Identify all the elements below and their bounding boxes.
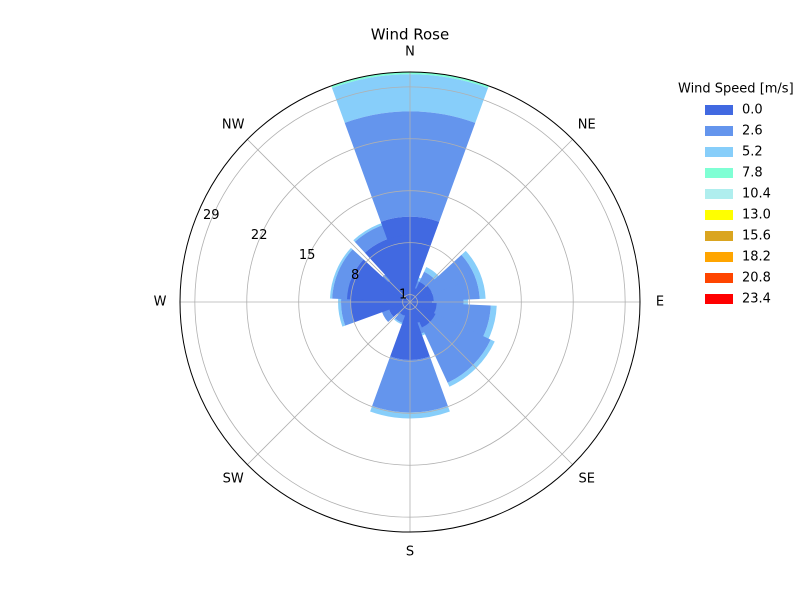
legend-label: 18.2: [742, 250, 771, 265]
legend-swatch: [705, 273, 733, 283]
direction-label: NW: [222, 118, 245, 133]
direction-label: W: [154, 295, 167, 310]
direction-label: SE: [579, 471, 595, 486]
direction-label: E: [656, 295, 664, 310]
wind-bar: [370, 405, 450, 419]
legend-swatch: [705, 294, 733, 304]
angular-grid-line: [409, 301, 573, 465]
wind-bar: [469, 305, 497, 361]
wind-bar: [331, 71, 489, 88]
chart-title: Wind Rose: [371, 26, 449, 44]
direction-label: N: [405, 45, 415, 60]
legend-label: 2.6: [742, 124, 763, 139]
legend-label: 15.6: [742, 229, 771, 244]
direction-label: SW: [223, 471, 244, 486]
angular-grid-line: [247, 139, 411, 303]
angular-grid-line: [409, 139, 573, 303]
wind-bar: [364, 235, 410, 302]
legend-swatch: [705, 168, 733, 178]
wind-bar: [329, 247, 353, 299]
radial-tick-label: 15: [299, 248, 316, 263]
legend-label: 13.0: [742, 208, 771, 223]
wind-bar: [427, 254, 480, 301]
direction-label: NE: [578, 118, 596, 133]
radial-tick-label: 22: [251, 228, 268, 243]
angular-grid-line: [247, 301, 411, 465]
direction-label: S: [406, 545, 414, 560]
wind-bar: [332, 249, 364, 300]
legend-swatch: [705, 147, 733, 157]
legend-swatch: [705, 126, 733, 136]
radial-tick-label: 8: [351, 268, 359, 283]
legend-label: 23.4: [742, 292, 771, 307]
legend-swatch: [705, 252, 733, 262]
legend-label: 5.2: [742, 145, 763, 160]
legend-label: 0.0: [742, 103, 763, 118]
wind-bar: [447, 339, 495, 387]
radial-tick-label: 29: [203, 208, 220, 223]
legend-label: 7.8: [742, 166, 763, 181]
legend-label: 10.4: [742, 187, 771, 202]
legend-label: 20.8: [742, 271, 771, 286]
polar-frame: [179, 71, 641, 533]
legend-swatch: [705, 210, 733, 220]
legend-swatch: [705, 189, 733, 199]
wind-bar: [461, 250, 486, 299]
legend-title: Wind Speed [m/s]: [678, 82, 794, 97]
radial-tick-label: 1: [399, 288, 407, 303]
legend-swatch: [705, 105, 733, 115]
legend-swatch: [705, 231, 733, 241]
